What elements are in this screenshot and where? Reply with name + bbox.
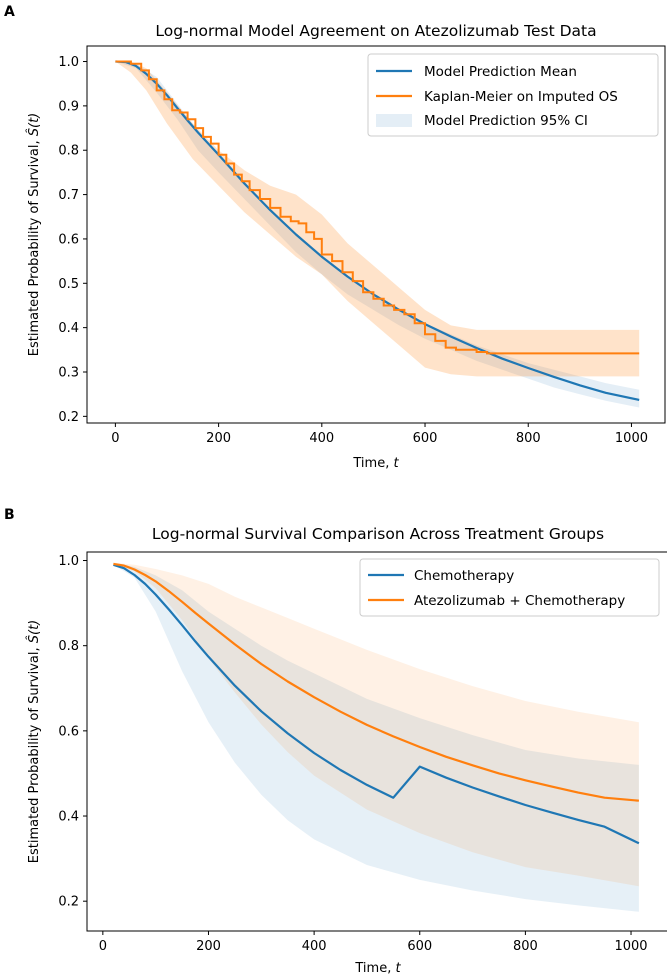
y-tick-label-a: 0.8 [58, 144, 79, 159]
y-tick-label-b: 0.2 [58, 895, 79, 910]
y-tick-label-b: 1.0 [58, 554, 79, 569]
panel-label-a: A [4, 4, 15, 20]
x-tick-label-b: 1000 [614, 939, 647, 954]
ticks-a: 0 200 400 600 800 1000 0.2 0.3 0.4 0.5 0.6 0.7 0.8 0.… [58, 55, 648, 446]
legend-label-kaplan-meier: Kaplan-Meier on Imputed OS [424, 89, 618, 105]
line-chemotherapy [113, 563, 640, 845]
legend-swatch-model-ci [376, 114, 412, 127]
x-tick-label-a: 600 [413, 431, 438, 446]
step-kaplan-meier-on-imputed-os [115, 60, 640, 355]
panel-label-b: B [4, 507, 15, 523]
y-tick-label-a: 0.4 [58, 321, 79, 336]
legend-b: Chemotherapy Atezolizumab + Chemotherapy [359, 558, 660, 617]
x-tick-label-b: 800 [513, 939, 538, 954]
legend-label-model-ci: Model Prediction 95% CI [424, 113, 588, 129]
x-tick-label-a: 1000 [615, 431, 648, 446]
y-tick-label-a: 1.0 [58, 55, 79, 70]
line-model-prediction-mean [115, 60, 640, 401]
x-tick-label-b: 0 [99, 939, 107, 954]
y-axis-label-b: Estimated Probability of Survival, Ŝ(t) [26, 620, 42, 864]
x-tick-label-a: 200 [206, 431, 231, 446]
y-tick-label-a: 0.7 [58, 188, 79, 203]
y-axis-label-a: Estimated Probability of Survival, Ŝ(t) [26, 113, 42, 357]
legend-box-a [367, 53, 659, 137]
panel-a: A Log-normal Model Agreement on Atezoliz… [4, 4, 666, 471]
y-tick-label-a: 0.5 [58, 277, 79, 292]
x-axis-label-b: Time, t [354, 961, 401, 976]
band-atezolizumab-chemotherapy-ci [113, 562, 639, 887]
legend-box-b [359, 558, 660, 617]
band-kaplan-meier-ci [115, 61, 640, 377]
legend-label-model-mean: Model Prediction Mean [424, 64, 577, 80]
band-chemotherapy-ci [113, 562, 639, 912]
ticks-b: 0 200 400 600 800 1000 0.2 0.4 0.6 0.8 1.0 [58, 554, 647, 954]
legend-a: Model Prediction Mean Kaplan-Meier on Im… [367, 53, 659, 137]
legend-label-atezolizumab-chemo: Atezolizumab + Chemotherapy [414, 593, 625, 609]
x-tick-label-a: 800 [516, 431, 541, 446]
axes-frame-a [86, 45, 666, 424]
y-tick-label-a: 0.6 [58, 232, 79, 247]
x-tick-label-b: 600 [407, 939, 432, 954]
y-tick-label-b: 0.6 [58, 724, 79, 739]
x-tick-label-a: 0 [111, 431, 119, 446]
chart-title-a: Log-normal Model Agreement on Atezolizum… [155, 22, 596, 40]
y-tick-label-a: 0.2 [58, 410, 79, 425]
legend-label-chemotherapy: Chemotherapy [414, 568, 514, 584]
x-tick-label-a: 400 [309, 431, 334, 446]
x-axis-label-a: Time, t [352, 456, 399, 471]
panel-b: B Log-normal Survival Comparison Across … [4, 507, 667, 976]
axes-frame-b [86, 551, 667, 932]
y-tick-label-a: 0.9 [58, 99, 79, 114]
y-tick-label-a: 0.3 [58, 365, 79, 380]
plot-area-b [113, 562, 640, 912]
chart-title-b: Log-normal Survival Comparison Across Tr… [152, 525, 604, 543]
y-tick-label-b: 0.4 [58, 810, 79, 825]
x-tick-label-b: 400 [302, 939, 327, 954]
line-atezolizumab-chemotherapy [113, 562, 639, 802]
y-tick-label-b: 0.8 [58, 639, 79, 654]
x-tick-label-b: 200 [196, 939, 221, 954]
plot-area-a [115, 60, 640, 408]
